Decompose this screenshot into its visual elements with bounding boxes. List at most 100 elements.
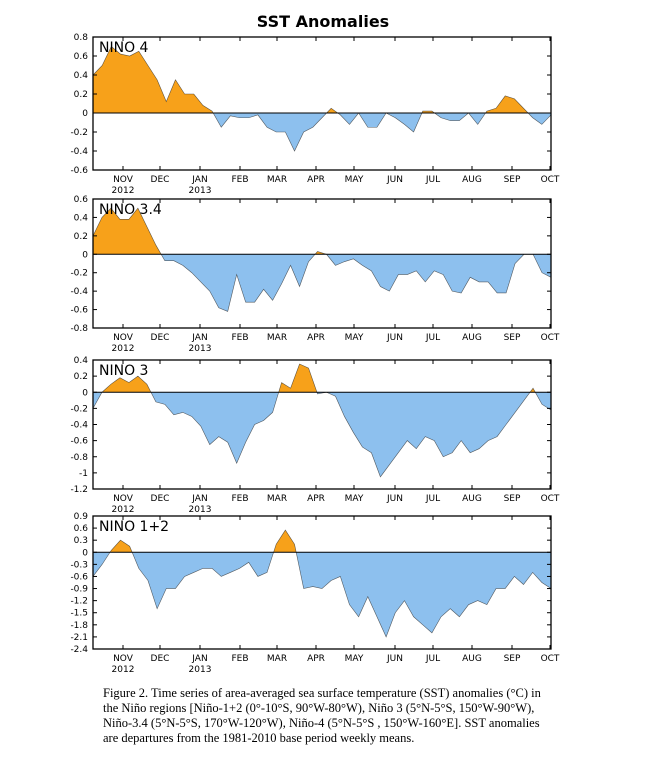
y-tick-label: -0.2 [70,404,88,414]
y-tick-label: -0.6 [70,572,88,582]
y-tick-label: -0.2 [70,128,88,138]
plot-frame [92,515,552,650]
y-tick-label: 0.4 [74,356,89,366]
y-tick-label: -2.4 [70,645,88,655]
figure-caption: Figure 2. Time series of area-averaged s… [103,686,541,745]
x-tick-label: JUL [425,333,440,343]
x-tick-label: DEC [151,654,170,664]
y-tick-label: 0 [82,388,88,398]
x-tick-label: MAY [345,333,364,343]
x-tick-label: MAR [267,654,287,664]
y-tick-label: -0.2 [70,269,88,279]
y-tick-label: 0 [82,250,88,260]
anomaly-line [92,46,552,152]
y-tick-label: -0.8 [70,453,88,463]
x-tick-label: OCT [541,654,560,664]
negative-anomaly-area [93,552,551,637]
y-tick-label: -0.4 [70,421,88,431]
anomaly-line [92,207,552,312]
sst-anomalies-figure: SST Anomalies 0.8 0.6 0.4 0.2 0 -0.2 -0.4 -0.6 N… [70,12,559,675]
negative-anomaly-area [213,113,551,151]
y-tick-label: -1.2 [70,597,88,607]
y-tick-label: -0.6 [70,166,88,176]
y-tick-label: 0 [82,548,88,558]
region-label: NINO 3.4 [99,202,162,218]
x-tick-label: NOV [113,333,134,343]
x-tick-label: MAY [345,175,364,185]
x-tick-label: APR [307,333,325,343]
y-tick-label: 0.2 [74,90,88,100]
x-tick-label: APR [307,175,325,185]
positive-anomaly-area [93,46,529,113]
x-year-label: 2012 [112,505,135,515]
x-tick-label: JUN [386,175,403,185]
x-year-label: 2013 [189,665,212,675]
x-tick-label: APR [307,654,325,664]
x-tick-label: FEB [231,333,248,343]
y-tick-label: -0.9 [70,585,88,595]
y-tick-label: -1.5 [70,609,88,619]
x-tick-label: AUG [462,494,482,504]
anomaly-line [92,529,552,638]
x-tick-label: MAR [267,175,287,185]
x-year-label: 2012 [112,186,135,196]
x-tick-label: FEB [231,175,248,185]
x-year-label: 2012 [112,665,135,675]
x-year-label: 2013 [189,186,212,196]
x-tick-label: JUL [425,494,440,504]
x-tick-label: JUL [425,654,440,664]
y-tick-label: 0.6 [74,195,89,205]
x-tick-label: MAY [345,494,364,504]
panel-nino-1-2: 0.9 0.6 0.3 0 -0.3 -0.6 -0.9 -1.2 -1.5 -1.8 -2.1 -2… [70,512,559,675]
x-tick-label: SEP [504,175,521,185]
x-tick-label: OCT [541,333,560,343]
x-tick-label: MAR [267,333,287,343]
x-tick-label: JUL [425,175,440,185]
positive-anomaly-area [101,364,536,393]
x-tick-label: JAN [191,175,207,185]
y-tick-label: 0.9 [74,512,89,522]
x-tick-label: JAN [191,654,207,664]
region-label: NINO 4 [99,40,149,56]
anomaly-line [92,363,552,478]
region-label: NINO 1+2 [99,519,169,535]
y-tick-label: -1.8 [70,621,88,631]
y-tick-label: 0.6 [74,524,89,534]
y-tick-label: -0.3 [70,560,88,570]
x-tick-label: MAR [267,494,287,504]
negative-anomaly-area [161,254,551,312]
positive-anomaly-area [110,530,297,553]
y-tick-label: 0.4 [74,213,89,223]
x-year-label: 2013 [189,344,212,354]
y-tick-label: -0.4 [70,147,88,157]
y-tick-label: 0.2 [74,232,88,242]
x-tick-label: MAY [345,654,364,664]
x-year-label: 2012 [112,344,135,354]
negative-anomaly-area [93,392,551,477]
y-tick-label: -0.6 [70,306,88,316]
x-tick-label: JAN [191,494,207,504]
y-tick-label: 0.4 [74,71,89,81]
x-tick-label: AUG [462,654,482,664]
x-tick-label: NOV [113,494,134,504]
positive-anomaly-area [93,208,534,255]
x-tick-label: JUN [386,494,403,504]
x-tick-label: JUN [386,333,403,343]
x-tick-label: OCT [541,175,560,185]
x-tick-label: NOV [113,175,134,185]
x-tick-label: DEC [151,333,170,343]
x-tick-label: FEB [231,654,248,664]
y-tick-label: -1.2 [70,485,88,495]
y-tick-label: -1 [79,469,88,479]
plot-frame [92,198,552,329]
region-label: NINO 3 [99,363,148,379]
y-tick-label: -0.4 [70,287,88,297]
x-year-label: 2013 [189,505,212,515]
y-tick-label: 0.2 [74,372,88,382]
y-tick-label: 0.8 [74,33,89,43]
y-tick-label: -0.6 [70,437,88,447]
x-tick-label: DEC [151,175,170,185]
